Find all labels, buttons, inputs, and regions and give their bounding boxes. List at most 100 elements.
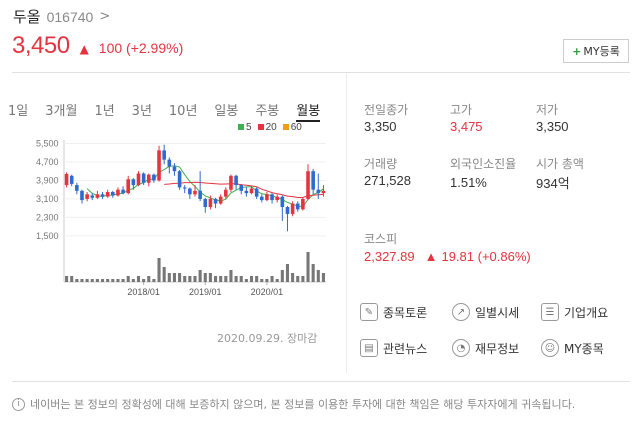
candle-body	[182, 187, 187, 189]
candle-body	[239, 185, 244, 191]
stat-value: 1.51%	[450, 175, 487, 190]
link-label: 기업개요	[564, 305, 609, 320]
document-icon: ☰	[541, 303, 559, 321]
tab-daily[interactable]: 일봉	[214, 104, 239, 119]
volume-bar	[265, 279, 269, 282]
candle-body	[229, 175, 233, 190]
tab-10y[interactable]: 10년	[168, 104, 198, 119]
volume-bar	[280, 270, 284, 282]
candle-body	[172, 166, 177, 172]
divider	[346, 73, 347, 373]
add-my-stock-button[interactable]: + MY등록	[563, 39, 629, 63]
link-label: 관련뉴스	[383, 341, 428, 356]
y-tick-label: 2,300	[36, 212, 59, 222]
discussion-icon: ✎	[360, 303, 378, 321]
disclaimer-text: 네이버는 본 정보의 정확성에 대해 보증하지 않으며, 본 정보를 이용한 투…	[30, 398, 576, 411]
volume-bar	[301, 276, 305, 282]
candle-body	[244, 190, 249, 194]
current-price: 3,450	[12, 32, 70, 59]
candle-body	[100, 194, 105, 197]
volume-bar	[142, 279, 146, 282]
stat-value: 3,350	[364, 119, 397, 134]
candle-body	[311, 171, 315, 190]
volume-bar	[178, 273, 182, 282]
candle-body	[80, 190, 84, 201]
link-news[interactable]: ▤ 관련뉴스	[360, 339, 427, 357]
volume-bar	[203, 273, 207, 282]
volume-bar	[172, 273, 176, 282]
candle-body	[259, 196, 264, 201]
legend-label: 20	[265, 122, 277, 133]
stat-volume: 거래량 271,528	[364, 156, 411, 188]
candle-body	[75, 185, 79, 191]
info-icon: i	[12, 397, 25, 411]
stat-label: 시가 총액	[536, 157, 584, 171]
candle-body	[136, 173, 141, 186]
link-company-overview[interactable]: ☰ 기업개요	[541, 303, 608, 321]
volume-bar	[95, 279, 99, 282]
tab-3m[interactable]: 3개월	[45, 104, 78, 119]
volume-bar	[131, 279, 135, 282]
up-arrow-icon: ▲	[79, 42, 89, 56]
news-icon: ▤	[360, 339, 378, 357]
kospi-value: 2,327.89	[364, 249, 415, 264]
stat-label: 저가	[536, 103, 559, 117]
link-label: MY종목	[564, 341, 604, 356]
volume-bar	[208, 273, 212, 282]
stock-chart[interactable]: 5,500 4,700 3,900 3,100 2,300 1,500 2018/01 201…	[0, 132, 340, 302]
candle-body	[290, 203, 295, 214]
daily-chart-icon: ↗	[452, 303, 470, 321]
volume-bar	[126, 276, 130, 282]
y-tick-label: 3,900	[36, 175, 59, 185]
y-tick-label: 3,100	[36, 194, 59, 204]
tab-weekly[interactable]: 주봉	[255, 104, 280, 119]
candle-body	[85, 194, 89, 199]
volume-bar	[188, 276, 192, 282]
link-my-stocks[interactable]: ☺ MY종목	[541, 339, 604, 357]
volume-bar	[136, 276, 141, 282]
candle-body	[321, 190, 326, 194]
volume-bar	[116, 279, 120, 282]
volume-bar	[219, 276, 223, 282]
candle-body	[275, 196, 279, 201]
link-financials[interactable]: ◔ 재무정보	[452, 339, 519, 357]
link-discussion[interactable]: ✎ 종목토론	[360, 303, 427, 321]
volume-bar	[183, 276, 187, 282]
divider	[12, 381, 630, 382]
candle-body	[301, 198, 305, 210]
stat-high: 고가 3,475	[450, 102, 483, 134]
y-tick-label: 4,700	[36, 157, 59, 167]
tab-3y[interactable]: 3년	[131, 104, 152, 119]
volume-bar	[234, 276, 238, 282]
candle-body	[121, 189, 125, 194]
y-tick-label: 5,500	[36, 138, 59, 148]
kospi-change: 19.81 (+0.86%)	[441, 249, 531, 264]
volume-bar	[111, 279, 115, 282]
candle-body	[265, 194, 269, 201]
tab-1d[interactable]: 1일	[8, 104, 29, 119]
x-tick-label: 2018/01	[127, 287, 160, 297]
tab-1y[interactable]: 1년	[94, 104, 115, 119]
candle-body	[126, 179, 131, 194]
candle-body	[177, 171, 182, 188]
tab-monthly[interactable]: 월봉	[296, 100, 321, 122]
candle-body	[111, 192, 115, 196]
link-daily-price[interactable]: ↗ 일별시세	[452, 303, 519, 321]
candle-body	[69, 175, 74, 184]
candle-body	[203, 198, 208, 208]
stat-value: 934억	[536, 176, 570, 191]
candle-body	[285, 207, 290, 214]
volume-bar	[157, 258, 161, 282]
candle-body	[208, 198, 213, 208]
person-icon: ☺	[541, 339, 559, 357]
stock-title[interactable]: 두올 016740 >	[13, 6, 110, 27]
period-tabs: 1일 3개월 1년 3년 10년 일봉 주봉 월봉	[8, 100, 337, 122]
legend-ma20: 20	[257, 122, 277, 133]
volume-bar	[270, 276, 274, 282]
link-label: 종목토론	[383, 305, 428, 320]
price-row: 3,450 ▲ 100 (+2.99%)	[12, 32, 183, 60]
kospi-row: 2,327.89 ▲ 19.81 (+0.86%)	[364, 249, 531, 264]
volume-bar	[65, 276, 69, 282]
stat-value: 3,475	[450, 119, 483, 134]
candle-body	[295, 203, 300, 210]
